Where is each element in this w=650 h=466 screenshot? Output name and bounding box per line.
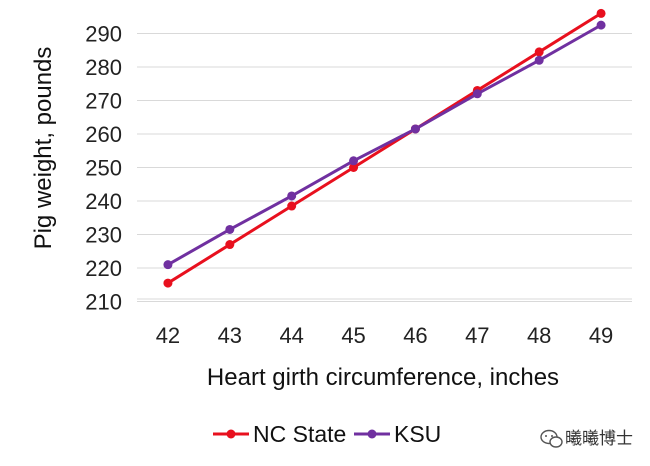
series-line: [167, 12, 602, 285]
data-point: [534, 47, 544, 57]
x-tick-label: 44: [279, 323, 303, 348]
watermark: 曦曦博士: [540, 429, 633, 449]
series-line: [167, 23, 602, 266]
x-tick-label: 45: [341, 323, 365, 348]
data-point: [225, 224, 235, 234]
legend: NC State KSU: [213, 421, 441, 447]
data-point: [287, 201, 297, 211]
y-tick-label: 250: [85, 156, 122, 181]
x-axis-title: Heart girth circumference, inches: [207, 364, 559, 391]
data-point: [163, 278, 173, 288]
y-tick-label: 220: [85, 256, 122, 281]
y-tick-label: 290: [85, 22, 122, 47]
data-point: [534, 55, 544, 65]
x-tick-labels: 42 43 44 45 46 47 48 49: [156, 323, 614, 348]
y-tick-labels: 210 220 230 240 250 260 270 280 290: [85, 22, 122, 315]
x-tick-label: 47: [465, 323, 489, 348]
y-tick-label: 210: [85, 290, 122, 315]
x-tick-label: 43: [218, 323, 242, 348]
legend-label: NC State: [253, 421, 346, 447]
y-tick-label: 270: [85, 89, 122, 114]
data-point: [596, 8, 606, 18]
y-tick-label: 260: [85, 122, 122, 147]
x-tick-label: 49: [589, 323, 613, 348]
y-axis-title: Pig weight, pounds: [30, 47, 57, 250]
legend-marker: [226, 429, 236, 439]
wechat-icon: [540, 429, 563, 448]
data-point: [287, 191, 297, 201]
x-tick-label: 46: [403, 323, 427, 348]
x-tick-label: 42: [156, 323, 180, 348]
series-nc-state: [163, 8, 606, 288]
legend-marker: [367, 429, 377, 439]
data-point: [225, 240, 235, 250]
data-point: [163, 260, 173, 270]
y-tick-label: 280: [85, 55, 122, 80]
legend-item: KSU: [354, 421, 441, 447]
legend-item: NC State: [213, 421, 346, 447]
x-tick-label: 48: [527, 323, 551, 348]
data-point: [596, 20, 606, 30]
gridlines: [137, 33, 632, 302]
data-point: [410, 124, 420, 134]
y-tick-label: 240: [85, 189, 122, 214]
series-lines: [163, 8, 606, 288]
data-point: [472, 89, 482, 99]
watermark-text: 曦曦博士: [565, 429, 633, 449]
data-point: [349, 156, 359, 166]
legend-label: KSU: [394, 421, 441, 447]
data-point: [349, 163, 359, 172]
series-ksu: [163, 20, 606, 270]
y-tick-label: 230: [85, 223, 122, 248]
